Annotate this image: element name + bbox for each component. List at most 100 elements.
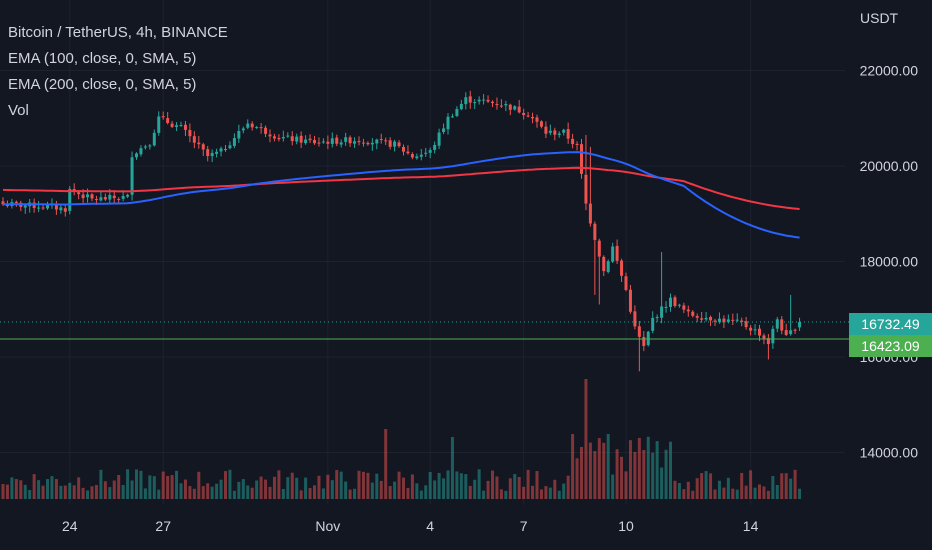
volume-bar <box>179 483 183 499</box>
candle-body <box>68 188 72 211</box>
candle-body <box>709 316 713 321</box>
candle-body <box>304 139 308 144</box>
volume-bar <box>482 490 486 499</box>
candle-body <box>615 245 619 261</box>
symbol-title[interactable]: Bitcoin / TetherUS, 4h, BINANCE <box>8 24 228 41</box>
candle-body <box>37 207 41 209</box>
ema100-label[interactable]: EMA (100, close, 0, SMA, 5) <box>8 50 197 67</box>
candle-body <box>255 127 259 129</box>
volume-bar <box>544 486 548 499</box>
candle-body <box>308 138 312 141</box>
candle-body <box>232 138 236 146</box>
candle-body <box>117 199 121 201</box>
candle-body <box>366 142 370 145</box>
candle-body <box>508 104 512 110</box>
candle-body <box>1 201 5 205</box>
candle-body <box>531 116 535 119</box>
volume-bar <box>99 469 103 499</box>
volume-bar <box>290 472 294 499</box>
volume-bar <box>295 477 299 499</box>
volume-bar <box>424 485 428 499</box>
volume-bar <box>433 480 437 499</box>
candle-body <box>731 319 735 321</box>
volume-bar <box>526 469 530 499</box>
volume-bar <box>361 471 365 499</box>
volume-bar <box>357 470 361 499</box>
candle-body <box>379 138 383 140</box>
volume-bar <box>606 434 610 499</box>
volume-bar <box>758 484 761 499</box>
candle-body <box>517 106 521 113</box>
candle-body <box>419 154 423 157</box>
volume-bar <box>415 483 419 499</box>
candle-body <box>780 319 784 331</box>
candle-body <box>415 156 419 159</box>
volume-bar <box>531 485 535 499</box>
volume-bar <box>77 477 81 499</box>
volume-bar <box>1 484 5 499</box>
volume-bar <box>637 437 641 499</box>
candle-body <box>522 112 526 116</box>
candle-body <box>86 194 90 198</box>
volume-bar <box>513 474 517 499</box>
candle-body <box>54 204 58 210</box>
ema200-line[interactable] <box>2 166 800 210</box>
volume-bar <box>246 485 250 499</box>
candle-body <box>326 141 330 144</box>
volume-bar <box>393 481 397 499</box>
volume-bar <box>94 485 98 499</box>
volume-bar <box>148 475 152 499</box>
price-tick-label: 18000.00 <box>860 254 919 270</box>
volume-bar <box>406 487 410 499</box>
volume-bar <box>459 473 463 499</box>
volume-bar <box>375 473 379 499</box>
volume-bar <box>379 480 383 499</box>
volume-bar <box>330 480 334 499</box>
candle-body <box>183 124 187 130</box>
volume-bar <box>272 476 276 499</box>
candle-body <box>477 99 481 102</box>
volume-bar <box>210 486 214 499</box>
volume-bar <box>308 487 312 499</box>
candle-body <box>704 317 708 320</box>
candle-body <box>691 311 695 316</box>
volume-bar <box>335 470 339 499</box>
volume-bar <box>535 471 539 499</box>
candle-body <box>99 197 103 201</box>
volume-bar <box>504 490 508 499</box>
volume-bar <box>704 471 708 499</box>
volume-bar <box>54 479 58 499</box>
candle-body <box>406 151 410 154</box>
candle-body <box>139 148 143 155</box>
candle-body <box>744 321 748 328</box>
volume-bar <box>143 488 147 499</box>
volume-bar <box>726 477 730 499</box>
candle-body <box>606 261 610 272</box>
candle-body <box>611 246 615 262</box>
volume-bar <box>108 487 112 499</box>
volume-bar <box>23 484 27 499</box>
ema100-line[interactable] <box>3 151 800 239</box>
candle-body <box>437 132 441 146</box>
time-tick-label: 10 <box>618 518 634 534</box>
volume-bar <box>744 485 748 499</box>
time-tick-label: 24 <box>62 518 78 534</box>
candle-body <box>486 99 490 102</box>
candle-body <box>370 142 374 145</box>
volume-bar <box>784 473 788 499</box>
candle-body <box>695 316 699 318</box>
volume-bar <box>410 474 414 499</box>
ema200-label[interactable]: EMA (200, close, 0, SMA, 5) <box>8 76 197 93</box>
candle-body <box>526 115 530 117</box>
volume-bar <box>450 437 454 499</box>
candle-body <box>121 196 125 199</box>
volume-bar <box>81 487 85 499</box>
candle-body <box>130 157 134 195</box>
volume-bar <box>455 471 459 499</box>
candle-body <box>620 260 624 276</box>
volume-bar <box>183 479 187 499</box>
volume-label[interactable]: Vol <box>8 102 29 119</box>
candle-body <box>335 137 339 144</box>
volume-bar <box>135 469 138 499</box>
